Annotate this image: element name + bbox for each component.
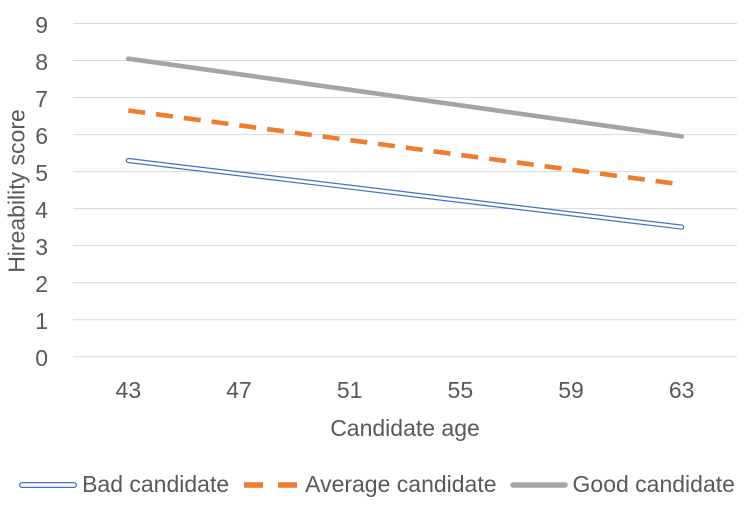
y-tick-label-2: 2 — [35, 270, 48, 297]
legend-label: Average candidate — [305, 471, 497, 497]
y-tick-label-6: 6 — [35, 122, 48, 149]
y-tick-label-8: 8 — [35, 48, 48, 75]
solid-line-marker-icon — [509, 481, 568, 488]
series-line-average-candidate[interactable] — [127, 108, 683, 187]
y-tick-label-9: 9 — [35, 11, 48, 38]
legend-label: Good candidate — [572, 471, 735, 497]
y-tick-label-0: 0 — [35, 344, 48, 371]
x-tick-label-63: 63 — [668, 377, 695, 403]
y-tick-label-3: 3 — [35, 233, 48, 260]
legend-item-bad-candidate[interactable]: Bad candidate — [19, 471, 229, 498]
series-line-bad-candidate-inner — [126, 159, 684, 229]
legend: Bad candidate Average candidate Good can… — [0, 471, 754, 498]
y-tick-label-1: 1 — [35, 307, 48, 334]
x-tick-label-47: 47 — [226, 377, 252, 403]
y-tick-label-4: 4 — [35, 196, 48, 223]
series-line-good-candidate[interactable] — [126, 56, 685, 139]
x-tick-label-55: 55 — [447, 377, 474, 403]
double-line-marker-icon — [19, 481, 78, 488]
legend-item-average-candidate[interactable]: Average candidate — [242, 471, 497, 498]
x-tick-label-59: 59 — [558, 377, 584, 403]
y-tick-label-5: 5 — [35, 159, 48, 186]
x-tick-label-51: 51 — [336, 377, 363, 403]
y-tick-label-7: 7 — [35, 85, 48, 112]
legend-label: Bad candidate — [82, 471, 230, 497]
x-tick-label-43: 43 — [115, 377, 142, 403]
x-axis-title: Candidate age — [330, 415, 480, 441]
legend-item-good-candidate[interactable]: Good candidate — [509, 471, 735, 498]
dashed-line-marker-icon — [244, 481, 299, 488]
